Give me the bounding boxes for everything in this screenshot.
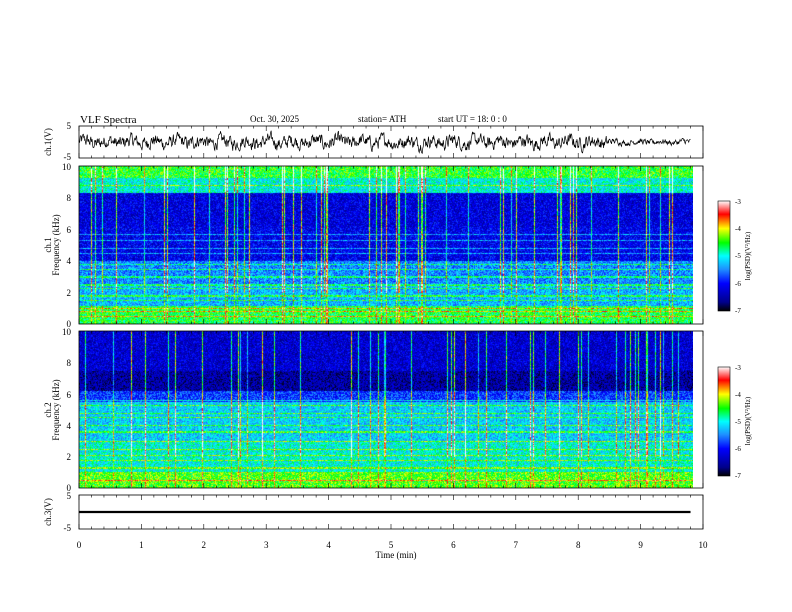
ch1-freq-tick: 6 — [67, 225, 72, 235]
x-tick-label: 0 — [77, 540, 82, 550]
ch1-colorbar — [717, 200, 731, 312]
x-tick-label: 7 — [514, 540, 519, 550]
ch1-waveform-line — [78, 130, 691, 154]
ch2-colorbar-tick: -7 — [735, 472, 741, 480]
ch1-ylabel: ch.1(V) — [43, 128, 53, 156]
ch1-freq-tick: 8 — [67, 193, 72, 203]
ch1-colorbar-tick: -4 — [735, 225, 741, 233]
x-tick-label: 3 — [264, 540, 269, 550]
ch2-freq-tick: 2 — [67, 452, 72, 462]
x-tick-label: 5 — [389, 540, 394, 550]
ch3-waveform-ticks — [78, 495, 704, 529]
ch2-colorbar — [717, 366, 731, 477]
ch1-waveform-ticks — [78, 126, 704, 158]
x-tick-label: 1 — [139, 540, 144, 550]
ch2-spectrogram-ticks — [78, 331, 704, 488]
ch1-colorbar-tick: -5 — [735, 252, 741, 260]
ch2-ylabel: ch.2 — [43, 402, 53, 417]
start-ut-label: start UT = 18: 0 : 0 — [438, 114, 507, 124]
ch1-freq-tick: 10 — [62, 162, 72, 172]
ch1-ytick: -5 — [64, 152, 72, 162]
ch1-colorbar-label: log(PSD)(V²/Hz) — [744, 231, 752, 280]
date-label: Oct. 30, 2025 — [250, 114, 299, 124]
figure-title: VLF Spectra — [80, 114, 137, 126]
ch1-ylabel: ch.1 — [43, 237, 53, 252]
ch3-ylabel: ch.3(V) — [43, 498, 53, 526]
ch2-freq-tick: 6 — [67, 390, 72, 400]
ch1-colorbar-tick: -3 — [735, 198, 741, 206]
ch2-freq-label: Frequency (kHz) — [51, 379, 61, 440]
ch2-freq-tick: 4 — [67, 421, 72, 431]
ch2-freq-tick: 8 — [67, 358, 72, 368]
x-tick-label: 2 — [202, 540, 207, 550]
ch2-spectrogram-canvas — [79, 331, 693, 488]
station-label: station= ATH — [358, 114, 407, 124]
ch2-freq-tick: 0 — [67, 483, 72, 493]
ch2-colorbar-tick: -3 — [735, 364, 741, 372]
ch1-freq-tick: 0 — [67, 319, 72, 329]
ch1-colorbar-tick: -7 — [735, 307, 741, 315]
ch1-spectrogram-image — [79, 166, 693, 324]
time-axis-ticklabels: 0 1 2 3 4 5 6 7 8 9 10 — [77, 540, 708, 550]
ch1-spectrogram-panel: 10 8 6 4 2 0 ch.1 Frequency (kHz) -3 -4 … — [43, 162, 752, 329]
ch2-colorbar-tick: -6 — [735, 445, 741, 453]
ch2-colorbar-label: log(PSD)(V²/Hz) — [744, 396, 752, 445]
ch1-spectrogram-canvas — [79, 166, 693, 324]
ch1-ylabel-line: ch.1 — [43, 237, 53, 252]
ch1-ytick: 5 — [67, 121, 72, 131]
x-tick-label: 8 — [576, 540, 581, 550]
ch3-ytick: 5 — [67, 491, 72, 501]
ch2-spectrogram-panel: 10 8 6 4 2 0 ch.2 Frequency (kHz) -3 -4 … — [43, 327, 752, 493]
ch2-freq-tick: 10 — [62, 327, 72, 337]
ch1-colorbar-tick: -6 — [735, 280, 741, 288]
ch2-spectrogram-image — [79, 331, 693, 488]
x-tick-label: 4 — [326, 540, 331, 550]
time-axis-label: Time (min) — [376, 550, 417, 560]
ch1-waveform-panel: 5 -5 ch.1(V) — [43, 121, 704, 162]
ch1-freq-label: Frequency (kHz) — [51, 214, 61, 275]
x-tick-label: 10 — [699, 540, 709, 550]
ch3-waveform-panel: 5 -5 ch.3(V) — [43, 491, 704, 533]
ch1-spectrogram-ticks — [78, 166, 704, 324]
x-tick-label: 6 — [451, 540, 456, 550]
ch1-freq-tick: 4 — [67, 256, 72, 266]
ch2-colorbar-tick: -5 — [735, 418, 741, 426]
x-tick-label: 9 — [638, 540, 643, 550]
ch1-freq-tick: 2 — [67, 288, 72, 298]
ch2-colorbar-tick: -4 — [735, 391, 741, 399]
ch3-ytick: -5 — [64, 523, 72, 533]
